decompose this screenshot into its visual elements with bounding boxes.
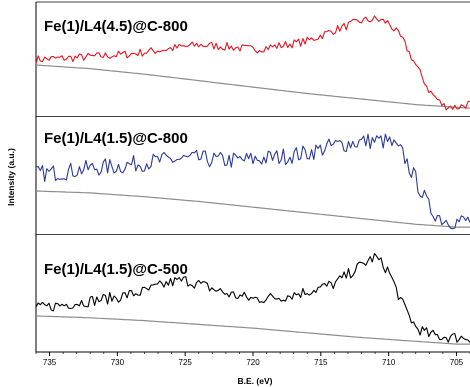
background-curve-3 [35,315,470,345]
background-curve-2 [35,190,470,228]
panel-label-2: Fe(1)/L4(1.5)@C-800 [44,130,188,147]
spectrum-line-3 [35,252,470,343]
spectrum-line-1 [35,15,470,111]
x-tick-label-705: 705 [450,358,464,367]
x-tick-label-720: 720 [246,358,260,367]
panel-label-3: Fe(1)/L4(1.5)@C-500 [44,261,188,278]
x-tick-label-730: 730 [111,358,125,367]
panel-label-1: Fe(1)/L4(4.5)@C-800 [44,18,188,35]
x-tick-label-735: 735 [43,358,57,367]
x-axis-title: B.E. (eV) [238,376,273,386]
x-tick-label-710: 710 [382,358,396,367]
spectrum-line-2 [35,133,470,230]
x-tick-label-715: 715 [314,358,328,367]
background-curve-1 [35,64,470,109]
x-tick-label-725: 725 [179,358,193,367]
y-axis-title: Intensity (a.u.) [6,148,16,206]
